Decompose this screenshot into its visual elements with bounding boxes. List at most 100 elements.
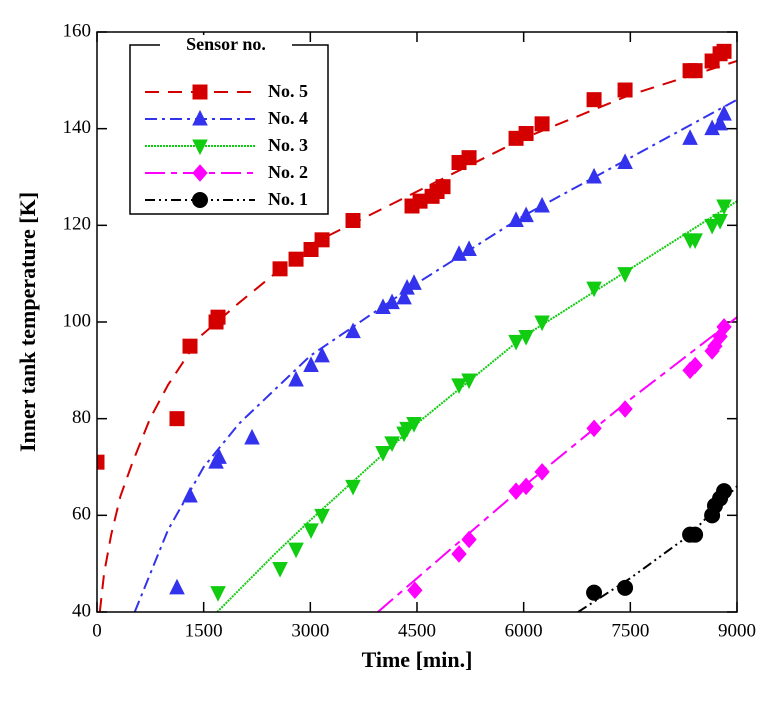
marker — [534, 116, 550, 132]
marker — [617, 153, 633, 169]
marker — [687, 63, 703, 79]
marker — [435, 179, 451, 195]
x-tick-label: 3000 — [291, 620, 329, 641]
marker — [712, 114, 728, 131]
y-tick-label: 40 — [72, 600, 91, 621]
y-tick-label: 60 — [72, 504, 91, 525]
marker — [244, 428, 260, 445]
marker — [288, 251, 304, 267]
marker — [687, 526, 704, 543]
y-axis-title: Inner tank temperature [K] — [15, 192, 40, 452]
marker — [407, 581, 423, 600]
legend-title-bg — [160, 35, 292, 55]
marker — [534, 196, 550, 213]
marker — [406, 417, 422, 433]
marker — [182, 486, 198, 503]
marker — [716, 199, 732, 216]
fit-line — [577, 485, 737, 612]
legend-label: No. 5 — [268, 81, 308, 101]
y-tick-label: 100 — [63, 310, 92, 331]
marker — [534, 463, 550, 481]
marker — [461, 240, 477, 256]
legend-box — [129, 44, 329, 215]
marker — [192, 164, 208, 182]
marker — [192, 109, 208, 126]
marker — [687, 233, 703, 249]
marker — [518, 477, 534, 496]
x-tick-label: 0 — [92, 620, 102, 641]
marker — [586, 584, 603, 601]
x-tick-label: 4500 — [398, 620, 436, 641]
marker — [586, 281, 602, 298]
marker — [716, 43, 732, 59]
marker — [384, 436, 400, 452]
x-tick-label: 1500 — [185, 620, 223, 641]
y-tick-label: 160 — [63, 20, 92, 41]
y-tick-label: 120 — [63, 214, 92, 235]
marker — [586, 92, 602, 108]
marker — [314, 232, 330, 248]
marker — [508, 334, 524, 351]
marker — [192, 139, 208, 156]
marker — [345, 213, 361, 228]
marker — [534, 315, 550, 332]
x-tick-label: 6000 — [505, 620, 543, 641]
marker — [461, 150, 477, 166]
marker — [169, 578, 185, 595]
legend-label: No. 4 — [268, 108, 308, 128]
marker — [192, 192, 208, 208]
marker — [617, 82, 633, 98]
marker — [461, 530, 477, 549]
marker — [617, 400, 633, 418]
marker — [396, 288, 412, 305]
marker — [272, 562, 288, 578]
marker — [272, 261, 288, 277]
plot-frame — [96, 31, 738, 613]
x-tick-label: 7500 — [611, 620, 649, 641]
marker — [384, 293, 400, 310]
marker — [508, 211, 524, 227]
marker — [451, 378, 467, 394]
marker — [518, 330, 534, 346]
y-tick-label: 140 — [63, 117, 92, 138]
marker — [704, 218, 720, 235]
x-tick-label: 9000 — [718, 620, 756, 641]
marker — [182, 338, 198, 354]
legend-label: No. 2 — [268, 162, 308, 182]
legend-label: No. 1 — [268, 189, 308, 209]
marker — [314, 346, 330, 363]
marker — [586, 167, 602, 184]
x-axis-title: Time [min.] — [362, 647, 473, 672]
marker — [399, 421, 415, 438]
fit-line — [377, 316, 737, 612]
marker — [406, 274, 422, 290]
marker — [586, 419, 602, 438]
marker — [712, 214, 728, 230]
marker — [716, 105, 732, 121]
marker — [97, 454, 105, 470]
marker — [303, 356, 319, 372]
marker — [451, 545, 467, 563]
marker — [716, 483, 733, 500]
legend-label: No. 3 — [268, 135, 308, 155]
marker — [461, 373, 477, 390]
marker — [210, 309, 226, 325]
plot-area — [97, 43, 737, 612]
marker — [518, 206, 534, 223]
marker — [682, 129, 698, 145]
marker — [303, 242, 319, 257]
marker — [345, 322, 361, 339]
marker — [288, 542, 304, 559]
marker — [345, 479, 361, 496]
marker — [518, 126, 534, 141]
marker — [169, 411, 185, 427]
marker — [375, 446, 391, 462]
marker — [451, 245, 467, 261]
marker — [211, 448, 227, 464]
marker — [617, 267, 633, 283]
marker — [617, 579, 634, 596]
marker — [303, 523, 319, 539]
marker — [716, 318, 732, 336]
marker — [210, 586, 226, 602]
